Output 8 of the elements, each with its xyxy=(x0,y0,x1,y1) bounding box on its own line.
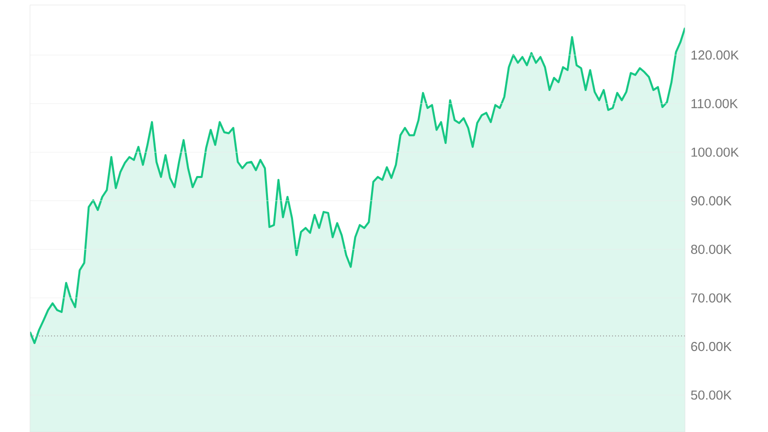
y-tick-label: 50.00K xyxy=(691,390,732,400)
y-tick-label: 110.00K xyxy=(692,98,738,108)
y-tick-label: 90.00K xyxy=(691,196,732,206)
y-tick-label: 100.00K xyxy=(692,147,739,157)
y-tick-label: 80.00K xyxy=(691,244,732,254)
y-tick-label: 60.00K xyxy=(691,342,732,352)
y-tick-label: 70.00K xyxy=(691,293,732,302)
y-tick-label: 120.00K xyxy=(692,50,739,60)
